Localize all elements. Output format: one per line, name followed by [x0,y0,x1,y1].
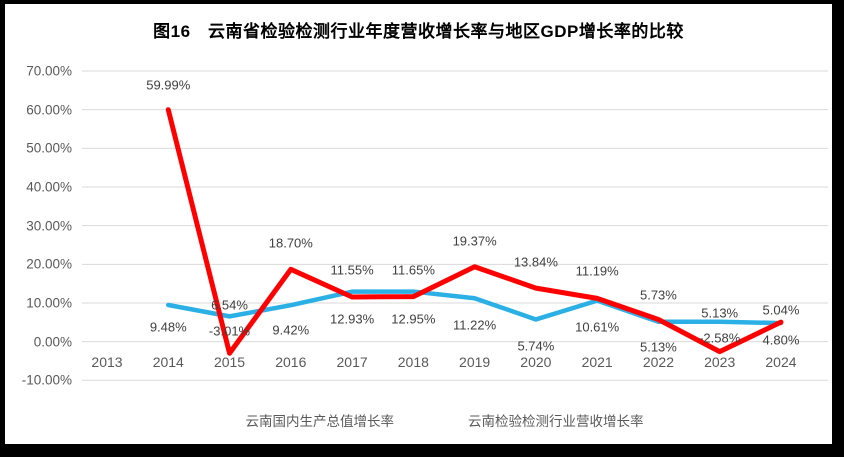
chart-stage: 70.00% 60.00% 50.00% 40.00% 30.00% 20.00% 10.0… [5,4,832,444]
chart-canvas [82,70,828,381]
x-axis-tick-label: 2022 [642,354,674,370]
data-label-series-1: 11.19% [575,263,619,279]
data-label-series-0: 12.95% [391,311,436,327]
x-axis-tick-label: 2013 [91,354,123,370]
data-label-series-0: 5.74% [517,338,555,354]
x-axis-tick-label: 2024 [765,354,797,370]
data-label-series-0: 9.48% [149,319,187,335]
revenue-line-swatch-icon [416,417,460,423]
x-axis-tick-label: 2020 [520,354,552,370]
data-label-series-1: 18.70% [268,235,313,251]
data-label-series-0: 12.93% [330,311,375,327]
y-axis-tick-label: 0.00% [33,334,72,350]
legend-item-revenue: 云南检验检测行业营收增长率 [416,410,644,430]
data-label-series-0: 5.13% [701,305,739,321]
y-axis-tick-label: 40.00% [26,179,72,195]
x-axis-tick-label: 2017 [336,354,368,370]
x-axis-tick-label: 2021 [581,354,613,370]
data-label-series-1: -2.58% [699,330,741,346]
y-axis-tick-label: 30.00% [26,218,72,234]
y-axis-tick-label: 70.00% [26,63,72,79]
data-label-series-0: 9.42% [272,322,310,338]
data-label-series-0: 6.54% [211,297,248,313]
data-label-series-0: 4.80% [762,332,800,348]
chart-legend: 云南国内生产总值增长率 云南检验检测行业营收增长率 [5,410,832,430]
legend-label-revenue: 云南检验检测行业营收增长率 [468,414,644,429]
data-label-series-1: 5.73% [639,287,677,303]
x-axis-tick-label: 2018 [397,354,429,370]
data-label-series-0: 11.22% [453,317,497,333]
data-label-series-1: 11.55% [330,262,374,278]
x-axis-tick-label: 2023 [704,354,736,370]
y-axis-tick-label: -10.00% [21,372,72,388]
chart-title: 图16 云南省检验检测行业年度营收增长率与地区GDP增长率的比较 [153,22,684,41]
series-line-1 [165,107,784,356]
x-axis-tick-label: 2015 [213,354,246,370]
y-axis-tick-label: 10.00% [26,295,72,311]
data-label-series-1: 19.37% [452,233,497,249]
data-label-series-0: 10.61% [575,319,620,335]
data-label-series-1: 5.04% [762,302,800,318]
data-label-series-1: 13.84% [513,254,558,270]
x-axis-tick-label: 2016 [275,354,307,370]
legend-item-gdp: 云南国内生产总值增长率 [194,410,395,430]
data-label-series-1: 11.65% [391,262,435,278]
data-label-series-1: -3.01% [208,323,251,339]
x-axis-tick-label: 2014 [152,354,184,370]
y-axis-tick-label: 20.00% [26,256,72,272]
gdp-line-swatch-icon [194,418,238,423]
legend-label-gdp: 云南国内生产总值增长率 [245,414,395,429]
x-axis-tick-label: 2019 [459,354,491,370]
series-line-0 [166,289,784,326]
y-axis-tick-label: 50.00% [26,140,72,156]
y-axis-tick-label: 60.00% [26,102,72,118]
data-label-series-0: 5.13% [639,339,677,355]
data-label-series-1: 59.99% [146,77,191,93]
